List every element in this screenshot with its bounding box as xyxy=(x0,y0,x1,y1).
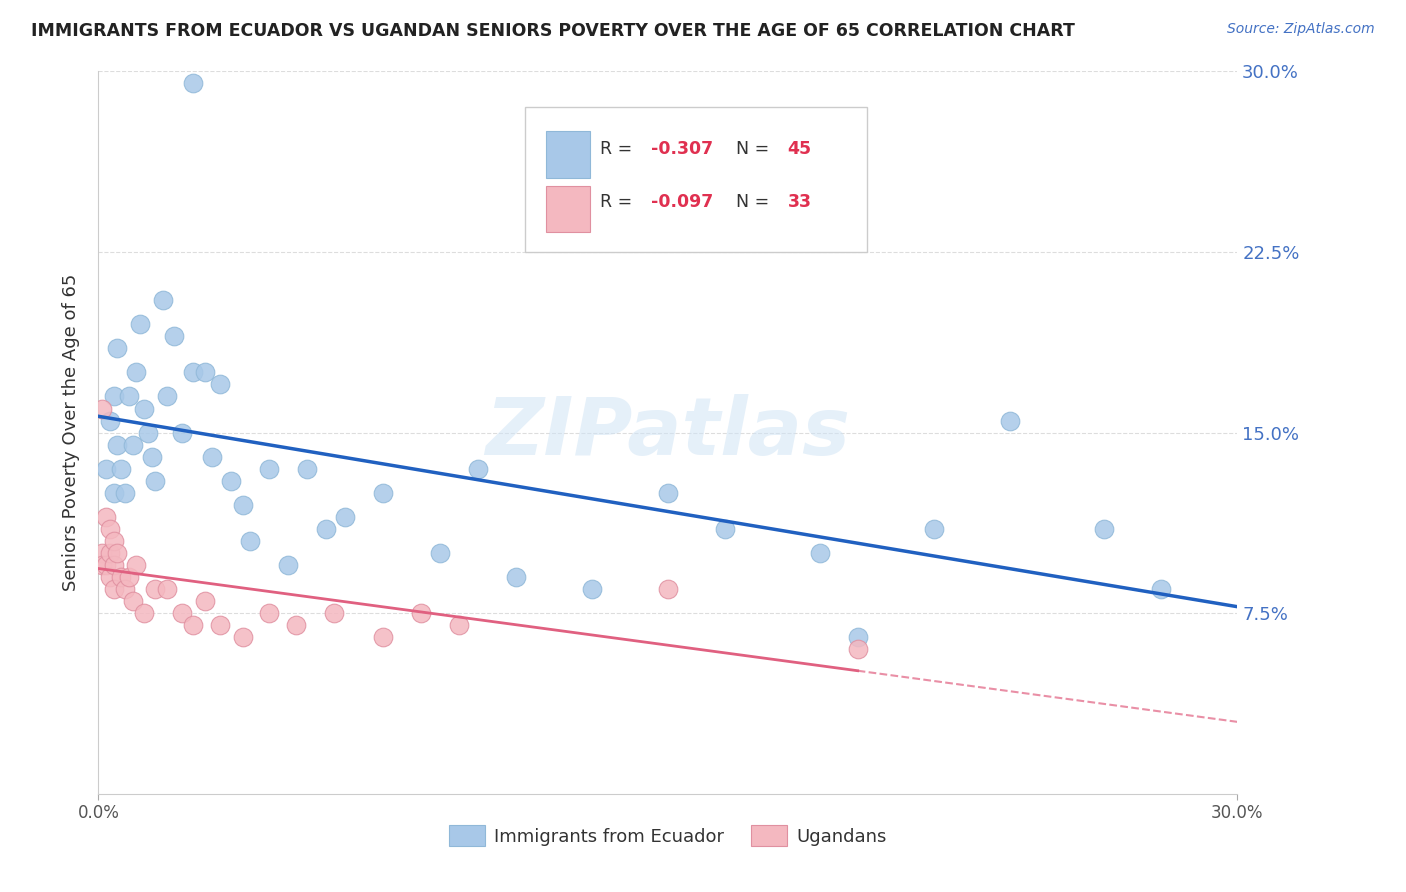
FancyBboxPatch shape xyxy=(526,108,868,252)
Point xyxy=(103,485,125,500)
Point xyxy=(232,498,254,512)
Point xyxy=(232,630,254,644)
Point xyxy=(259,607,281,621)
FancyBboxPatch shape xyxy=(546,131,591,178)
Point xyxy=(194,366,217,380)
Point xyxy=(91,558,114,573)
Point xyxy=(91,401,114,416)
Point xyxy=(846,630,869,644)
Point xyxy=(1094,522,1116,536)
Point xyxy=(429,546,451,560)
Point xyxy=(808,546,831,560)
Point xyxy=(103,533,125,548)
Point xyxy=(107,438,129,452)
Point xyxy=(1150,582,1173,596)
Point xyxy=(297,462,319,476)
Point xyxy=(110,462,132,476)
Point xyxy=(110,570,132,584)
Point xyxy=(201,450,224,464)
Text: -0.307: -0.307 xyxy=(651,140,713,158)
Point xyxy=(114,582,136,596)
Point xyxy=(371,485,394,500)
Point xyxy=(103,558,125,573)
Point xyxy=(118,570,141,584)
Point xyxy=(221,474,243,488)
Point xyxy=(125,366,148,380)
Point xyxy=(129,317,152,331)
Point xyxy=(125,558,148,573)
Point xyxy=(132,607,155,621)
Point xyxy=(183,77,205,91)
Point xyxy=(657,485,679,500)
Point xyxy=(94,558,117,573)
Point xyxy=(411,607,433,621)
Text: R =: R = xyxy=(599,193,637,211)
Point xyxy=(335,510,357,524)
Point xyxy=(141,450,163,464)
Point xyxy=(156,389,179,403)
Point xyxy=(103,389,125,403)
Point xyxy=(277,558,299,573)
Text: N =: N = xyxy=(737,193,775,211)
Point xyxy=(208,618,231,632)
Point xyxy=(118,389,141,403)
Point xyxy=(208,377,231,392)
Point xyxy=(315,522,337,536)
Point xyxy=(163,329,186,343)
Point xyxy=(98,414,121,428)
Text: Source: ZipAtlas.com: Source: ZipAtlas.com xyxy=(1227,22,1375,37)
Text: 33: 33 xyxy=(787,193,811,211)
Point xyxy=(194,594,217,608)
Point xyxy=(505,570,527,584)
Point xyxy=(581,582,603,596)
Point xyxy=(170,607,193,621)
Point xyxy=(132,401,155,416)
Point xyxy=(98,570,121,584)
Point xyxy=(156,582,179,596)
Point xyxy=(107,342,129,356)
Point xyxy=(103,582,125,596)
Text: -0.097: -0.097 xyxy=(651,193,713,211)
Point xyxy=(284,618,307,632)
Point xyxy=(846,642,869,657)
Point xyxy=(114,485,136,500)
Point xyxy=(239,533,262,548)
Point xyxy=(145,474,167,488)
Point xyxy=(107,546,129,560)
Point xyxy=(94,510,117,524)
Point xyxy=(152,293,174,307)
Text: R =: R = xyxy=(599,140,637,158)
Point xyxy=(998,414,1021,428)
Point xyxy=(136,425,159,440)
Point xyxy=(94,462,117,476)
Point xyxy=(449,618,471,632)
Point xyxy=(467,462,489,476)
Point xyxy=(121,594,143,608)
Text: 45: 45 xyxy=(787,140,811,158)
Text: IMMIGRANTS FROM ECUADOR VS UGANDAN SENIORS POVERTY OVER THE AGE OF 65 CORRELATIO: IMMIGRANTS FROM ECUADOR VS UGANDAN SENIO… xyxy=(31,22,1074,40)
Y-axis label: Seniors Poverty Over the Age of 65: Seniors Poverty Over the Age of 65 xyxy=(62,274,80,591)
Point xyxy=(259,462,281,476)
Point xyxy=(170,425,193,440)
Point xyxy=(714,522,737,536)
Text: ZIPatlas: ZIPatlas xyxy=(485,393,851,472)
Point xyxy=(922,522,945,536)
Text: N =: N = xyxy=(737,140,775,158)
Point xyxy=(371,630,394,644)
Point xyxy=(91,546,114,560)
Point xyxy=(657,582,679,596)
Point xyxy=(183,366,205,380)
Point xyxy=(322,607,344,621)
Point xyxy=(145,582,167,596)
Point xyxy=(98,522,121,536)
Legend: Immigrants from Ecuador, Ugandans: Immigrants from Ecuador, Ugandans xyxy=(441,818,894,854)
Point xyxy=(183,618,205,632)
Point xyxy=(98,546,121,560)
FancyBboxPatch shape xyxy=(546,186,591,232)
Point xyxy=(121,438,143,452)
